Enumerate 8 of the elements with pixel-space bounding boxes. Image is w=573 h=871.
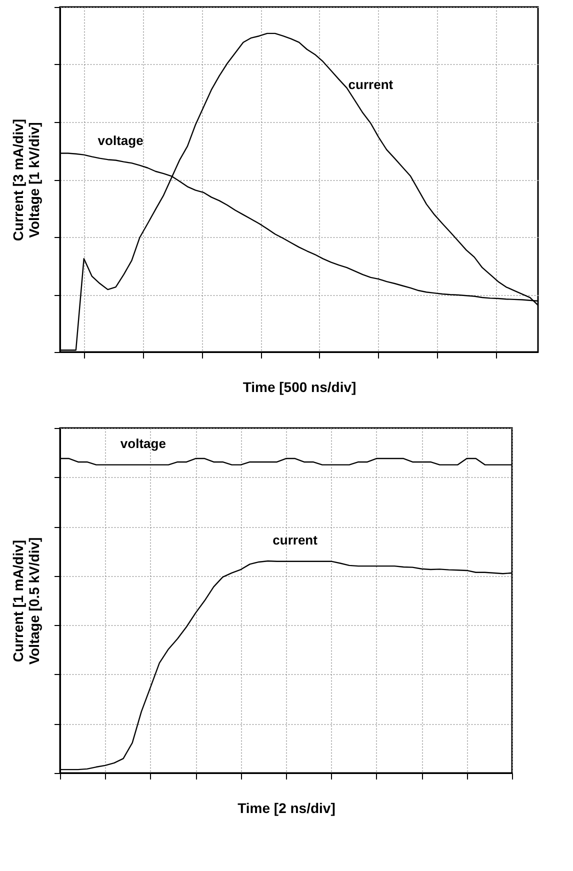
series-label: voltage	[120, 436, 166, 451]
series-label: current	[348, 77, 394, 92]
y-axis-title: Current [3 mA/div] Voltage [1 kV/div]	[10, 118, 42, 242]
x-axis-title: Time [500 ns/div]	[242, 379, 356, 395]
x-axis-title: Time [2 ns/div]	[238, 800, 336, 816]
series-label: current	[272, 532, 318, 548]
series-label: voltage	[98, 133, 144, 148]
y-axis-title: Current [1 mA/div] Voltage [0.5 kV/div]	[10, 537, 42, 665]
